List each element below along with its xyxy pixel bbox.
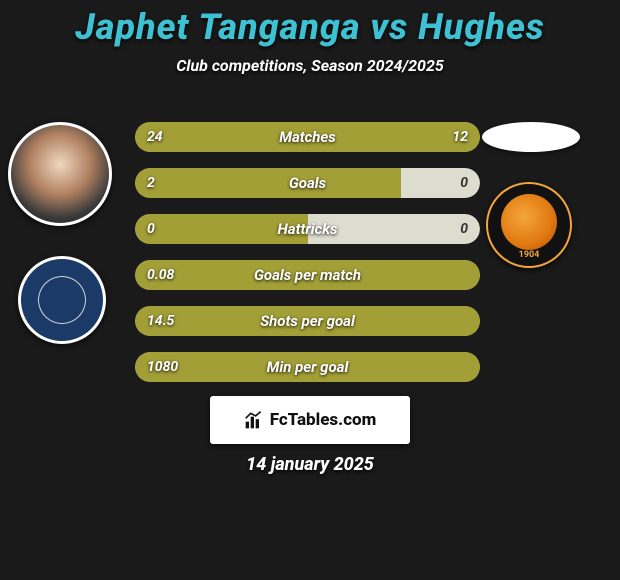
stat-row-value-left: 14.5 xyxy=(147,306,174,336)
stat-row: Goals2 0 xyxy=(135,168,480,198)
stat-row-value-left: 24 xyxy=(147,122,163,152)
stats-bars: Matches2412Goals20Hattricks00Goals per m… xyxy=(135,122,480,398)
player2-club-badge: 1904 xyxy=(486,182,572,268)
stat-row-label: Shots per goal xyxy=(135,306,480,336)
chart-icon xyxy=(244,410,264,430)
stat-row-label: Goals per match xyxy=(135,260,480,290)
right-player-column: 1904 xyxy=(480,122,592,268)
stat-row: Matches24 12 xyxy=(135,122,480,152)
stat-row-label: Min per goal xyxy=(135,352,480,382)
stat-row-label: Hattricks xyxy=(135,214,480,244)
player1-club-badge xyxy=(18,256,106,344)
comparison-infographic: Japhet Tanganga vs Hughes Club competiti… xyxy=(0,0,620,580)
player2-avatar xyxy=(482,122,580,152)
branding-badge: FcTables.com xyxy=(210,396,410,444)
stat-row-label: Goals xyxy=(135,168,480,198)
club2-year: 1904 xyxy=(488,250,570,260)
stat-row-value-right: 0 xyxy=(460,168,468,198)
stat-row-value-right: 12 xyxy=(452,122,468,152)
stat-row: Min per goal1080 xyxy=(135,352,480,382)
stat-row-value-left: 1080 xyxy=(147,352,178,382)
page-subtitle: Club competitions, Season 2024/2025 xyxy=(0,56,620,75)
infographic-date: 14 january 2025 xyxy=(0,454,620,475)
stat-row-value-right: 0 xyxy=(460,214,468,244)
stat-row: Hattricks0 0 xyxy=(135,214,480,244)
player1-avatar xyxy=(8,122,112,226)
stat-row: Shots per goal14.5 xyxy=(135,306,480,336)
branding-text: FcTables.com xyxy=(270,410,377,430)
stat-row-value-left: 2 xyxy=(147,168,155,198)
page-title: Japhet Tanganga vs Hughes xyxy=(0,0,620,48)
stat-row-value-left: 0.08 xyxy=(147,260,174,290)
left-player-column xyxy=(8,122,120,344)
stat-row-label: Matches xyxy=(135,122,480,152)
stat-row-value-left: 0 xyxy=(147,214,155,244)
stat-row: Goals per match0.08 xyxy=(135,260,480,290)
